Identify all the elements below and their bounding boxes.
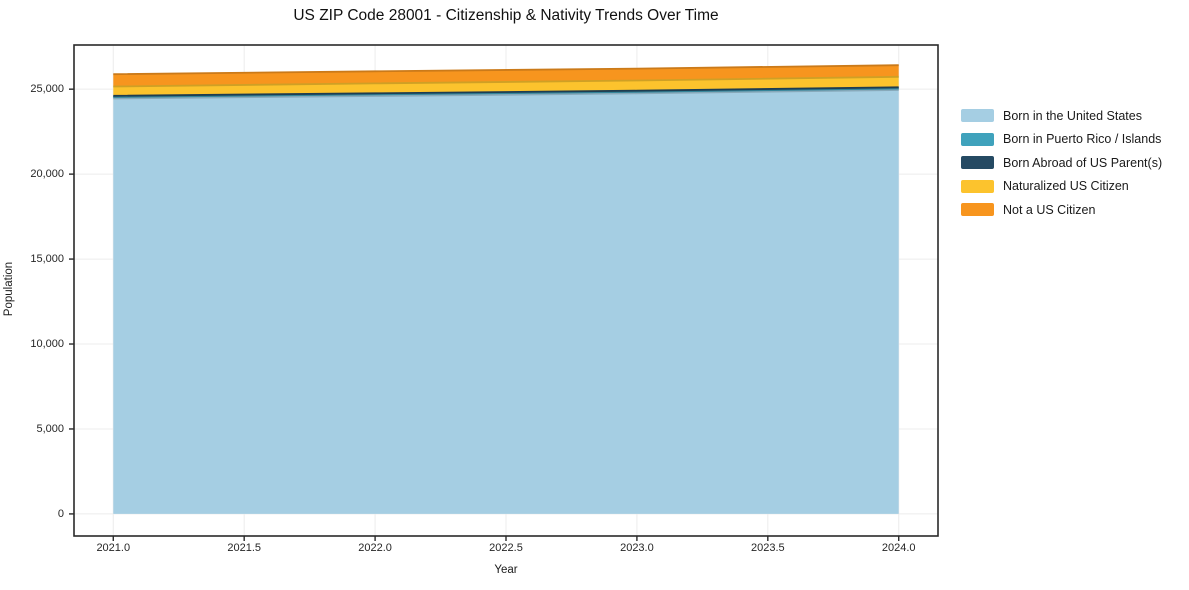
- legend-swatch-not-citizen: [961, 203, 994, 217]
- x-tick-label: 2022.0: [358, 542, 392, 554]
- y-tick-label: 0: [57, 507, 64, 520]
- x-tick-label: 2021.0: [96, 542, 131, 554]
- legend-label: Born Abroad of US Parent(s): [1003, 155, 1163, 170]
- legend-item: Born Abroad of US Parent(s): [961, 151, 1162, 175]
- legend-label: Born in Puerto Rico / Islands: [1003, 132, 1162, 147]
- legend-swatch-born-pr: [961, 132, 994, 146]
- legend: Born in the United States Born in Puerto…: [961, 104, 1162, 222]
- x-tick-label: 2021.5: [227, 542, 261, 554]
- legend-item: Born in Puerto Rico / Islands: [961, 128, 1162, 152]
- legend-item: Born in the United States: [961, 104, 1162, 128]
- y-tick-label: 15,000: [30, 253, 64, 266]
- legend-label: Not a US Citizen: [1003, 202, 1096, 217]
- legend-label: Born in the United States: [1003, 108, 1142, 123]
- chart-title: US ZIP Code 28001 - Citizenship & Nativi…: [293, 7, 719, 24]
- x-axis-label: Year: [494, 564, 518, 576]
- legend-item: Naturalized US Citizen: [961, 175, 1162, 199]
- legend-label: Naturalized US Citizen: [1003, 179, 1129, 194]
- x-tick-label: 2022.5: [489, 542, 523, 554]
- legend-swatch-born-abroad: [961, 156, 994, 170]
- y-tick-label: 10,000: [30, 338, 64, 351]
- y-tick-label: 5,000: [36, 422, 64, 435]
- y-tick-label: 25,000: [30, 83, 64, 96]
- legend-swatch-naturalized: [961, 179, 994, 193]
- x-tick-label: 2024.0: [881, 542, 916, 554]
- legend-item: Not a US Citizen: [961, 198, 1162, 222]
- x-tick-label: 2023.5: [750, 542, 785, 554]
- y-tick-label: 20,000: [30, 168, 64, 181]
- x-tick-label: 2023.0: [620, 542, 654, 554]
- legend-swatch-born-us: [961, 109, 994, 123]
